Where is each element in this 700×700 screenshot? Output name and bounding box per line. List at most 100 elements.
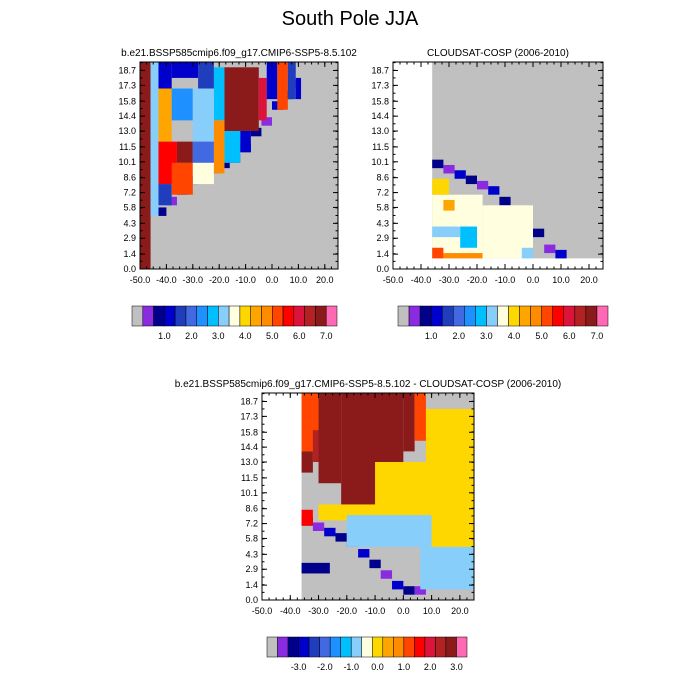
- x-tick-label: 0.0: [527, 275, 540, 285]
- y-tick-label: 7.2: [245, 519, 258, 529]
- x-tick-label: -40.0: [411, 275, 432, 285]
- x-tick-label: 0.0: [266, 275, 279, 285]
- heatmap-cell: [318, 393, 342, 484]
- heatmap-cell: [380, 570, 393, 579]
- colorbar-swatch: [304, 305, 316, 327]
- heatmap-cell: [443, 253, 483, 259]
- colorbar-swatch: [403, 636, 415, 658]
- colorbar-swatch: [497, 305, 509, 327]
- colorbar-swatch: [445, 636, 457, 658]
- x-tick-label: 10.0: [552, 275, 570, 285]
- colorbar-swatch: [298, 636, 310, 658]
- colorbar-swatch: [153, 305, 165, 327]
- heatmap-cell: [477, 180, 489, 190]
- heatmap-cell: [403, 586, 415, 595]
- colorbar-label: 1.0: [158, 331, 171, 341]
- colorbar-swatch: [424, 636, 436, 658]
- x-tick-label: -30.0: [439, 275, 460, 285]
- chart-panel-3: b.e21.BSSP585cmip6.f09_g17.CMIP6-SSP5-8.…: [175, 379, 562, 616]
- y-tick-label: 0.0: [376, 264, 389, 274]
- colorbar-swatch: [308, 636, 320, 658]
- heatmap-cell: [295, 77, 302, 100]
- colorbar-swatch: [541, 305, 553, 327]
- y-tick-label: 10.1: [371, 157, 389, 167]
- colorbar-swatch: [250, 305, 262, 327]
- y-tick-label: 18.7: [118, 65, 136, 75]
- colorbar-swatch: [552, 305, 565, 327]
- colorbar-swatch: [596, 305, 609, 327]
- colorbar-swatch: [419, 305, 432, 327]
- colorbar-swatch: [239, 305, 251, 327]
- colorbar-label: 0.0: [371, 662, 384, 672]
- colorbar-label: 5.0: [266, 331, 279, 341]
- heatmap-cell: [555, 249, 567, 259]
- heatmap-cell: [277, 62, 288, 110]
- colorbar-swatch: [287, 636, 299, 658]
- heatmap-cell: [324, 527, 336, 537]
- heatmap-cell: [224, 67, 259, 131]
- page-title: South Pole JJA: [281, 8, 419, 30]
- colorbar-swatch: [207, 305, 219, 327]
- y-tick-label: 14.4: [240, 442, 258, 452]
- colorbar-swatch: [464, 305, 476, 327]
- colorbar-swatch: [228, 305, 241, 327]
- colorbar-label: 4.0: [239, 331, 252, 341]
- heatmap-cell: [499, 196, 511, 206]
- x-tick-label: 10.0: [423, 606, 441, 616]
- y-tick-label: 11.5: [119, 142, 136, 152]
- colorbar-swatch: [185, 305, 197, 327]
- colorbar-swatch: [131, 305, 144, 327]
- x-tick-label: -50.0: [383, 275, 404, 285]
- x-tick-label: -20.0: [467, 275, 488, 285]
- y-tick-label: 13.0: [118, 126, 136, 136]
- y-tick-label: 1.4: [376, 249, 389, 259]
- x-tick-label: -50.0: [252, 606, 273, 616]
- y-tick-label: 1.4: [123, 249, 136, 259]
- heatmap-cell: [140, 62, 151, 269]
- colorbar-swatch: [277, 636, 289, 658]
- colorbar-label: 6.0: [563, 331, 576, 341]
- y-tick-label: 5.8: [376, 202, 389, 212]
- x-tick-label: 10.0: [290, 275, 308, 285]
- heatmap-cell: [240, 131, 251, 153]
- colorbar-swatch: [142, 305, 154, 327]
- heatmap-cell: [392, 580, 404, 590]
- colorbar-swatch: [174, 305, 187, 327]
- x-tick-label: -20.0: [209, 275, 230, 285]
- chart-panel-1: b.e21.BSSP585cmip6.f09_g17.CMIP6-SSP5-8.…: [118, 48, 357, 285]
- colorbar-swatch: [397, 305, 410, 327]
- y-tick-label: 10.1: [240, 488, 258, 498]
- y-tick-label: 17.3: [371, 80, 389, 90]
- x-tick-label: -40.0: [280, 606, 301, 616]
- colorbar-swatch: [266, 636, 278, 658]
- heatmap-cell: [414, 393, 426, 441]
- y-tick-label: 0.0: [245, 595, 258, 605]
- heatmap-cell: [312, 522, 325, 531]
- heatmap-cell: [158, 88, 172, 142]
- y-tick-label: 5.8: [123, 202, 136, 212]
- x-tick-label: 20.0: [580, 275, 598, 285]
- x-tick-label: -10.0: [235, 275, 256, 285]
- heatmap-cell: [460, 226, 477, 248]
- x-tick-label: 20.0: [316, 275, 334, 285]
- colorbar-1: 1.0 2.0 3.0 4.0 5.0 6.0 7.0: [131, 305, 338, 341]
- y-tick-label: 4.3: [245, 549, 258, 559]
- colorbar-swatch: [382, 636, 394, 658]
- heatmap-cell: [335, 533, 347, 542]
- colorbar-swatch: [408, 305, 421, 327]
- y-tick-label: 13.0: [240, 457, 258, 467]
- x-tick-label: 20.0: [451, 606, 469, 616]
- colorbar-label: 7.0: [320, 331, 333, 341]
- heatmap-cell: [213, 67, 225, 121]
- colorbar-label: 4.0: [508, 331, 521, 341]
- colorbar-label: 3.0: [450, 662, 463, 672]
- chart-panel-2: CLOUDSAT-COSP (2006-2010) -50.0 -40.0 -30.0…: [371, 48, 604, 285]
- heatmap-cell: [454, 170, 466, 179]
- x-tick-label: -10.0: [495, 275, 516, 285]
- x-tick-label: -20.0: [337, 606, 358, 616]
- colorbar-label: 2.0: [185, 331, 198, 341]
- x-tick-label: -30.0: [308, 606, 329, 616]
- colorbar-label: -3.0: [291, 662, 307, 672]
- y-tick-label: 8.6: [245, 504, 258, 514]
